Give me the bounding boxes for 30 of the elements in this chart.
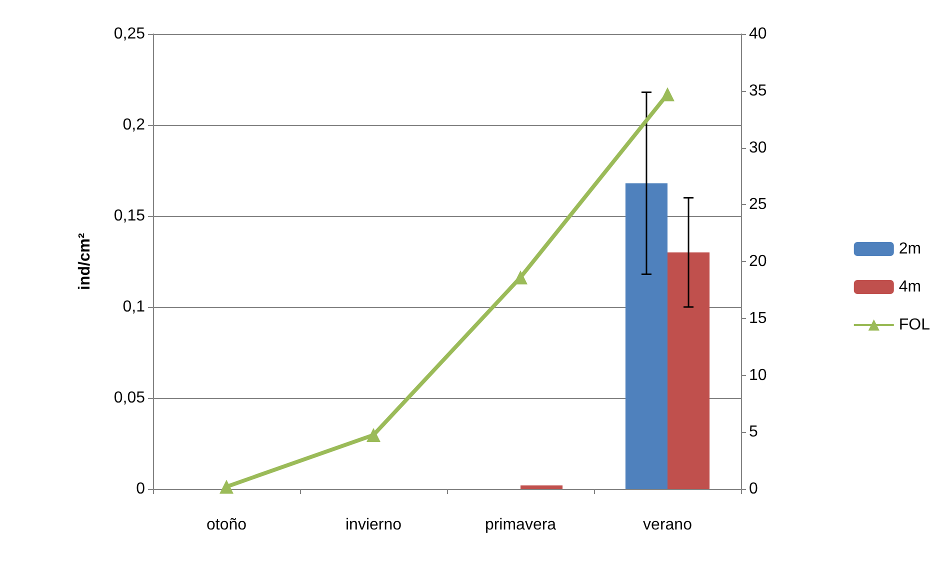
point: [514, 270, 528, 284]
y-tick-label: 0,05: [114, 390, 146, 406]
y-tick-label: 0,25: [114, 26, 146, 42]
y2-tick-label: 10: [749, 366, 767, 384]
y2-tick-label: 15: [749, 310, 767, 327]
legend-label: 4m: [898, 278, 922, 296]
x-tick-label: otoño: [206, 516, 247, 534]
bar: [625, 183, 668, 489]
x-tick-label: verano: [643, 516, 692, 534]
y2-tick-label: 25: [749, 196, 767, 214]
point: [660, 87, 674, 102]
y-tick-label: 0,15: [114, 208, 146, 224]
x-tick-label: primavera: [484, 516, 556, 534]
y2-tick-label: 20: [749, 253, 767, 270]
bar: [668, 252, 710, 489]
y2-tick-label: 40: [749, 26, 767, 42]
point: [220, 480, 234, 494]
bar: [520, 485, 563, 489]
legend-label: FOL: [898, 316, 930, 334]
y-tick-label: 0,2: [122, 116, 146, 134]
point: [366, 428, 380, 442]
y-tick-label: 0: [136, 480, 146, 498]
y2-tick-label: 35: [749, 82, 767, 100]
y-tick-label: 0,1: [122, 298, 146, 316]
y2-tick-label: 30: [749, 139, 767, 156]
y-axis-title: ind/cm²: [76, 233, 94, 290]
y2-tick-label: 5: [749, 424, 758, 441]
y2-tick-label: 0: [749, 480, 758, 498]
x-tick-label: invierno: [345, 516, 402, 534]
legend-label: 2m: [898, 240, 922, 258]
